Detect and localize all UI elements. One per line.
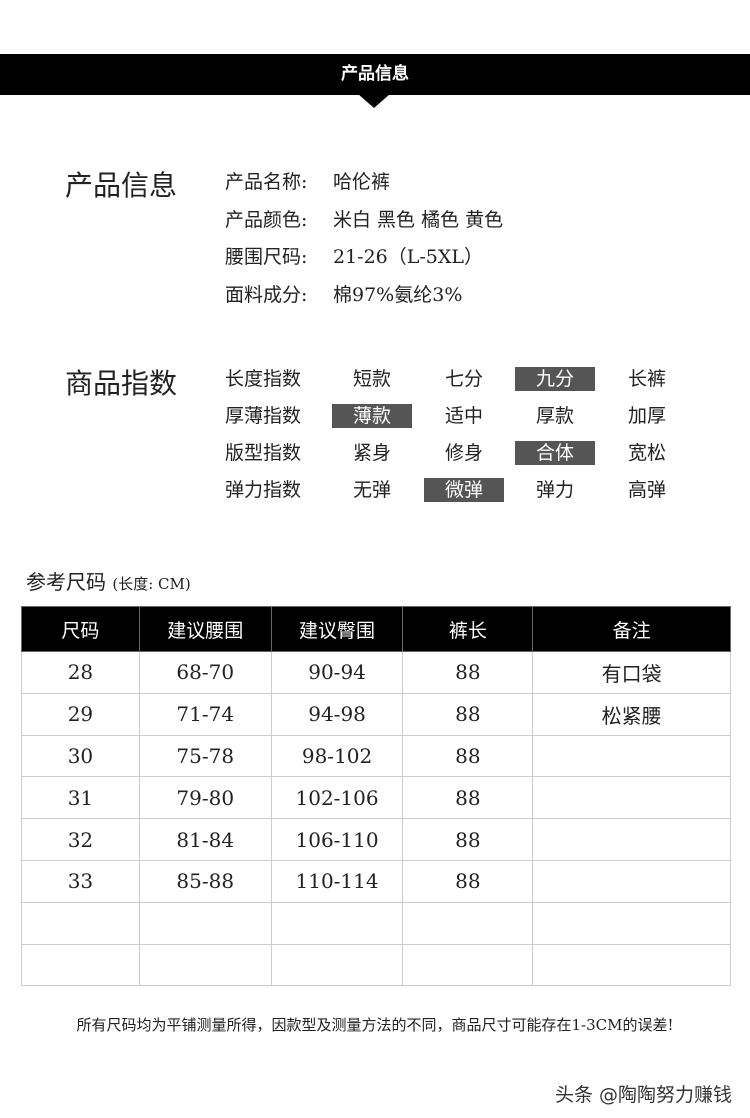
table-cell <box>402 901 534 945</box>
info-row: 腰围尺码: 21-26（L-5XL） <box>225 244 483 270</box>
index-option-selected: 九分 <box>515 367 595 391</box>
info-value: 21-26（L-5XL） <box>333 246 484 268</box>
table-row: 28 68-70 90-94 88 有口袋 <box>21 651 731 694</box>
index-option: 紧身 <box>352 442 391 464</box>
table-cell: 81-84 <box>138 818 272 861</box>
table-cell <box>270 943 404 987</box>
table-cell <box>21 901 140 945</box>
table-cell: 松紧腰 <box>532 692 731 736</box>
product-info-title: 产品信息 <box>65 169 178 202</box>
info-label: 产品颜色: <box>225 208 308 231</box>
watermark: 头条 @陶陶努力赚钱 <box>554 1084 732 1106</box>
table-cell: 32 <box>21 818 140 861</box>
index-label: 版型指数 <box>225 442 302 464</box>
index-option: 修身 <box>444 442 483 464</box>
table-row <box>21 901 731 945</box>
table-cell: 88 <box>402 859 534 903</box>
table-cell: 88 <box>402 776 534 820</box>
info-row: 产品名称: 哈伦裤 <box>225 169 390 195</box>
measurement-note: 所有尺码均为平铺测量所得，因款型及测量方法的不同，商品尺寸可能存在1-3CM的误… <box>76 1016 674 1034</box>
index-label: 长度指数 <box>225 368 302 390</box>
table-cell <box>532 818 731 861</box>
index-option-selected: 合体 <box>515 441 595 465</box>
index-label: 弹力指数 <box>225 479 302 501</box>
index-row: 厚薄指数 薄款 适中 厚款 加厚 <box>225 403 725 429</box>
index-option-selected: 微弹 <box>424 478 504 502</box>
section-banner: 产品信息 <box>0 54 750 95</box>
column-header: 建议腰围 <box>138 606 272 652</box>
table-row: 31 79-80 102-106 88 <box>21 776 731 820</box>
info-row: 面料成分: 棉97%氨纶3% <box>225 282 462 308</box>
table-cell: 94-98 <box>270 692 404 736</box>
column-header: 备注 <box>532 606 731 652</box>
table-cell <box>138 943 272 987</box>
index-option: 厚款 <box>535 405 574 427</box>
table-row: 29 71-74 94-98 88 松紧腰 <box>21 692 731 736</box>
banner-pointer-triangle <box>358 94 390 108</box>
table-cell: 106-110 <box>270 818 404 861</box>
info-label: 产品名称: <box>225 171 308 193</box>
table-cell <box>402 943 534 987</box>
index-option: 加厚 <box>627 405 666 427</box>
column-header: 尺码 <box>21 606 140 652</box>
table-cell: 88 <box>402 651 534 694</box>
table-cell: 71-74 <box>138 692 272 736</box>
column-header: 裤长 <box>402 606 534 652</box>
column-header: 建议臀围 <box>270 606 404 652</box>
table-cell <box>270 901 404 945</box>
table-cell: 88 <box>402 734 534 778</box>
index-option: 短款 <box>352 368 391 390</box>
table-cell: 30 <box>21 734 140 778</box>
index-option: 宽松 <box>627 442 666 464</box>
table-row: 33 85-88 110-114 88 <box>21 859 731 903</box>
table-row: 32 81-84 106-110 88 <box>21 818 731 861</box>
index-option: 无弹 <box>352 479 391 501</box>
table-cell <box>532 943 731 987</box>
index-option-selected: 薄款 <box>332 404 412 428</box>
index-title: 商品指数 <box>65 367 178 400</box>
table-cell <box>532 859 731 903</box>
index-option: 七分 <box>444 368 483 390</box>
table-cell: 85-88 <box>138 859 272 903</box>
table-cell <box>138 901 272 945</box>
table-cell: 88 <box>402 692 534 736</box>
table-cell <box>21 943 140 987</box>
table-cell: 88 <box>402 818 534 861</box>
table-cell: 102-106 <box>270 776 404 820</box>
info-row: 产品颜色: 米白 黑色 橘色 黄色 <box>225 207 503 233</box>
table-row: 30 75-78 98-102 88 <box>21 734 731 778</box>
index-option: 弹力 <box>535 479 574 501</box>
table-cell: 有口袋 <box>532 651 731 694</box>
index-label: 厚薄指数 <box>225 405 302 427</box>
info-value: 哈伦裤 <box>333 171 391 193</box>
table-cell: 79-80 <box>138 776 272 820</box>
table-row <box>21 943 731 987</box>
info-label: 腰围尺码: <box>225 246 308 268</box>
info-value: 米白 黑色 橘色 黄色 <box>333 208 504 231</box>
index-row: 版型指数 紧身 修身 合体 宽松 <box>225 440 725 466</box>
index-option: 长裤 <box>627 368 666 390</box>
table-cell: 98-102 <box>270 734 404 778</box>
size-chart-title: 参考尺码 (长度: CM) <box>26 566 191 595</box>
table-cell: 33 <box>21 859 140 903</box>
info-label: 面料成分: <box>225 283 308 306</box>
size-table: 尺码 建议腰围 建议臀围 裤长 备注 28 68-70 90-94 88 有口袋 29 71-74 94… <box>21 606 731 987</box>
table-cell <box>532 776 731 820</box>
table-cell: 110-114 <box>270 859 404 903</box>
size-unit: (长度: CM) <box>112 575 191 593</box>
table-cell: 75-78 <box>138 734 272 778</box>
table-cell: 90-94 <box>270 651 404 694</box>
index-option: 高弹 <box>627 479 666 501</box>
index-option: 适中 <box>444 405 483 427</box>
info-value: 棉97%氨纶3% <box>333 283 463 306</box>
table-cell: 68-70 <box>138 651 272 694</box>
index-row: 弹力指数 无弹 微弹 弹力 高弹 <box>225 477 725 503</box>
table-cell <box>532 901 731 945</box>
table-cell <box>532 734 731 778</box>
table-cell: 31 <box>21 776 140 820</box>
table-cell: 29 <box>21 692 140 736</box>
index-row: 长度指数 短款 七分 九分 长裤 <box>225 366 725 392</box>
size-title-text: 参考尺码 <box>26 570 106 594</box>
table-cell: 28 <box>21 651 140 694</box>
